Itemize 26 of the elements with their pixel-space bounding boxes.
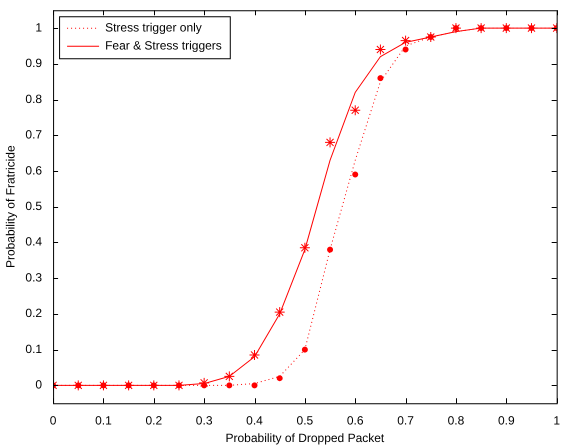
x-tick-label: 0.6: [346, 414, 364, 428]
x-tick-label: 0.2: [145, 414, 162, 428]
y-tick-label: 0: [35, 378, 42, 392]
x-tick-label: 0.8: [448, 414, 465, 428]
y-tick-label: 0.8: [25, 92, 42, 106]
y-axis-title: Probability of Fratricide: [4, 145, 18, 268]
y-tick-label: 0.7: [25, 128, 42, 142]
x-tick-label: 0.9: [498, 414, 515, 428]
y-tick-label: 0.3: [25, 270, 42, 284]
x-tick-label: 0.4: [246, 414, 264, 428]
legend-label: Stress trigger only: [105, 20, 202, 35]
y-tick-label: 0.1: [25, 342, 42, 356]
legend-label: Fear & Stress triggers: [105, 38, 222, 53]
x-tick-label: 0.7: [397, 414, 414, 428]
y-tick-label: 1: [35, 20, 42, 34]
x-tick-label: 0: [50, 414, 57, 428]
y-tick-label: 0.2: [25, 306, 42, 320]
y-tick-label: 0.9: [25, 56, 42, 70]
x-tick-label: 0.1: [95, 414, 112, 428]
x-tick-label: 0.5: [296, 414, 314, 428]
x-axis-title: Probability of Dropped Packet: [225, 431, 385, 446]
x-tick-label: 0.3: [196, 414, 213, 428]
y-tick-label: 0.6: [25, 163, 42, 178]
y-tick-label: 0.5: [25, 199, 42, 214]
x-tick-label: 1: [553, 414, 560, 428]
y-tick-label: 0.4: [25, 234, 42, 249]
